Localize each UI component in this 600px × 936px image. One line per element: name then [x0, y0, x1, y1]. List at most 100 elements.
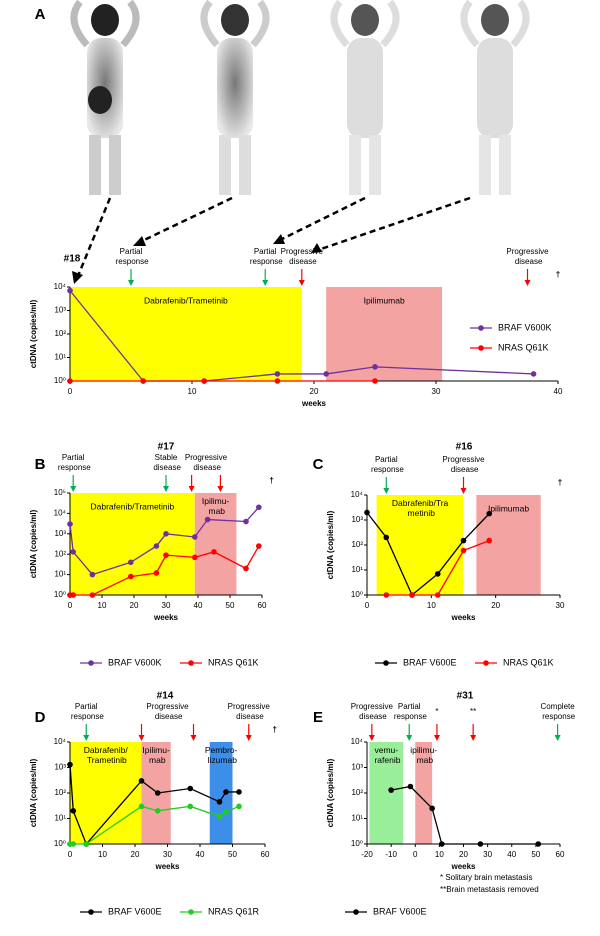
x-tick-label: 10 [188, 387, 197, 396]
y-tick-label: 10⁴ [351, 737, 364, 746]
panel: A [35, 6, 46, 23]
region-label: Ipilimumab [364, 295, 405, 305]
y-tick-label: 10¹ [351, 565, 363, 574]
annotation: Partial response [392, 702, 428, 721]
y-tick-label: 10⁴ [351, 490, 364, 499]
y-tick-label: 10² [351, 788, 363, 797]
arrow-head [217, 486, 224, 492]
data-point [434, 571, 441, 577]
panel-letter: E [313, 709, 323, 726]
data-point [70, 808, 77, 814]
data-point [535, 841, 542, 847]
arrow-head [262, 280, 269, 286]
data-point [274, 371, 281, 377]
data-point [274, 378, 281, 384]
y-tick-label: 10⁰ [54, 376, 66, 385]
arrow-head [554, 735, 561, 741]
arrow-head [433, 735, 440, 741]
data-point [138, 803, 145, 810]
arrow-head [163, 486, 169, 492]
arrow-head [524, 280, 531, 286]
legend-label: BRAF V600E [403, 657, 457, 667]
legend-marker [478, 325, 484, 331]
x-tick-label: 60 [556, 850, 565, 859]
region-label: Dabrafenib/ Trametinib [84, 745, 129, 765]
y-tick-label: 10³ [351, 763, 363, 772]
legend-marker [88, 660, 94, 666]
chart-title: #14 [157, 691, 174, 702]
y-axis-label: ctDNA (copies/ml) [29, 299, 38, 368]
data-point [223, 809, 229, 815]
x-tick-label: 40 [507, 850, 516, 859]
data-point [460, 537, 467, 544]
y-tick-label: 10⁰ [351, 590, 363, 599]
x-axis-label: weeks [450, 613, 476, 622]
y-tick-label: 10⁰ [54, 590, 66, 599]
region-label: vemu- rafenib [372, 745, 401, 765]
annotation: Complete response [540, 702, 576, 721]
x-tick-label: 20 [310, 387, 319, 396]
legend-marker [188, 909, 194, 915]
x-tick-label: 60 [261, 850, 270, 859]
x-tick-label: 20 [491, 601, 500, 610]
x-tick-label: 0 [413, 850, 418, 859]
data-point [383, 592, 390, 598]
series-line [70, 545, 260, 596]
data-point [434, 592, 441, 598]
series-line [391, 785, 539, 845]
treatment-region [70, 742, 142, 844]
x-tick-label: 20 [459, 850, 468, 859]
data-point [163, 552, 169, 558]
data-point [236, 789, 242, 795]
legend-marker [478, 345, 484, 351]
legend-marker [483, 660, 489, 666]
y-tick-label: 10⁰ [351, 839, 363, 848]
data-point [187, 803, 194, 810]
chart-title: #18 [64, 254, 81, 265]
legend-label: NRAS Q61K [208, 657, 259, 667]
y-tick-label: 10³ [54, 306, 66, 315]
y-tick-label: 10¹ [54, 353, 66, 362]
treatment-region [376, 495, 464, 595]
y-tick-label: 10² [351, 540, 363, 549]
annotation: Partial response [113, 247, 149, 266]
arrow-head [298, 280, 305, 286]
data-point [216, 799, 223, 805]
y-tick-label: 10⁴ [54, 509, 67, 518]
y-axis-label: ctDNA (copies/ml) [326, 758, 335, 827]
series-line [69, 506, 260, 576]
x-axis-label: weeks [450, 862, 476, 871]
annotation: Progressive disease [185, 453, 228, 472]
x-tick-label: 10 [98, 601, 107, 610]
data-point [154, 808, 161, 814]
footnote: * Solitary brain metastasis [440, 873, 532, 882]
arrow-head [245, 735, 252, 741]
region-label: Dabrafenib/Tra metinib [392, 498, 449, 518]
data-point [89, 592, 96, 598]
footnote: **Brain metastasis removed [440, 885, 539, 894]
annotation: * [435, 707, 438, 716]
data-point [243, 518, 249, 525]
region-label: Ipilimumab [488, 503, 529, 513]
data-point [128, 573, 134, 580]
data-point [323, 371, 330, 377]
chart-title: #31 [457, 691, 474, 702]
region-label: Pembro- lizumab [205, 745, 238, 765]
y-tick-label: 10⁴ [54, 737, 67, 746]
data-point [89, 571, 96, 578]
data-point [67, 378, 73, 384]
data-point [128, 559, 134, 566]
y-tick-label: 10¹ [351, 814, 363, 823]
x-tick-label: 0 [68, 850, 73, 859]
legend-marker [383, 660, 389, 666]
data-point [67, 521, 73, 527]
data-point [138, 778, 145, 784]
arrow-head [190, 735, 197, 741]
x-tick-label: 40 [554, 387, 563, 396]
death-marker: † [556, 270, 560, 279]
panel-letter: D [35, 709, 46, 726]
data-point [460, 547, 467, 554]
legend-marker [353, 909, 359, 915]
y-tick-label: 10⁴ [54, 282, 67, 291]
arrow-head [368, 735, 375, 741]
